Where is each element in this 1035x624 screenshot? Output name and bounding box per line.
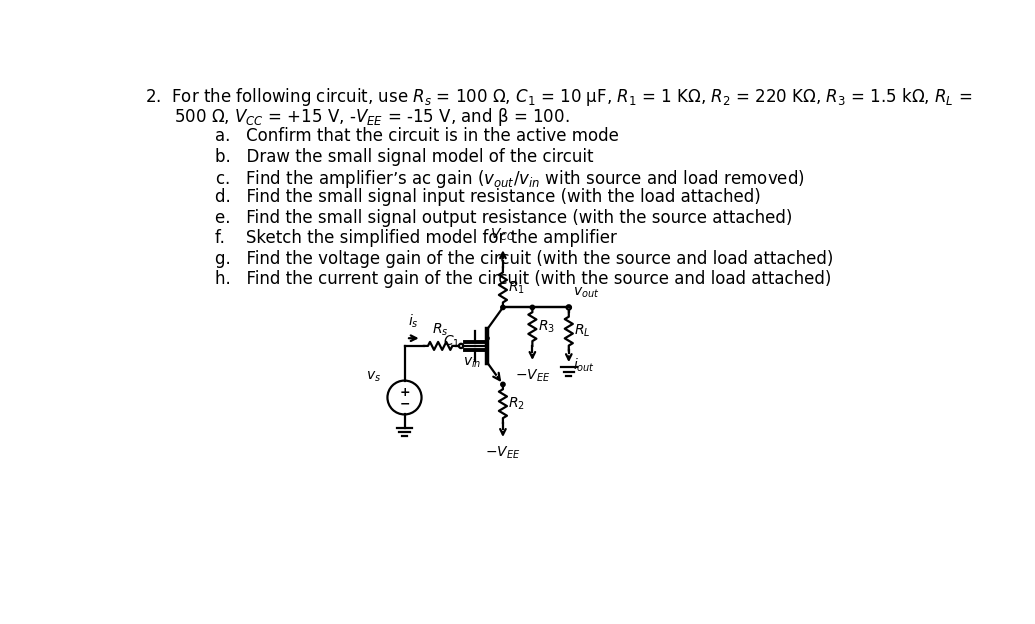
Text: a.   Confirm that the circuit is in the active mode: a. Confirm that the circuit is in the ac…	[214, 127, 619, 145]
Text: $v_{out}$: $v_{out}$	[573, 285, 600, 300]
Text: b.   Draw the small signal model of the circuit: b. Draw the small signal model of the ci…	[214, 148, 593, 165]
Text: $v_s$: $v_s$	[366, 369, 381, 384]
Text: d.   Find the small signal input resistance (with the load attached): d. Find the small signal input resistanc…	[214, 188, 761, 207]
Text: c.   Find the amplifier’s ac gain ($v_{out}$/$v_{in}$ with source and load remov: c. Find the amplifier’s ac gain ($v_{out…	[214, 168, 804, 190]
Text: f.    Sketch the simplified model for the amplifier: f. Sketch the simplified model for the a…	[214, 229, 617, 247]
Circle shape	[501, 383, 505, 387]
Text: g.   Find the voltage gain of the circuit (with the source and load attached): g. Find the voltage gain of the circuit …	[214, 250, 833, 268]
Text: $R_3$: $R_3$	[538, 318, 555, 335]
Text: 2.  For the following circuit, use $R_s$ = 100 Ω, $C_1$ = 10 μF, $R_1$ = 1 KΩ, $: 2. For the following circuit, use $R_s$ …	[145, 85, 972, 108]
Text: $-V_{EE}$: $-V_{EE}$	[514, 368, 550, 384]
Circle shape	[485, 336, 490, 340]
Text: $v_{in}$: $v_{in}$	[463, 356, 481, 370]
Text: $i_{out}$: $i_{out}$	[573, 356, 595, 374]
Text: e.   Find the small signal output resistance (with the source attached): e. Find the small signal output resistan…	[214, 209, 792, 227]
Text: $i_s$: $i_s$	[408, 313, 418, 329]
Text: $R_1$: $R_1$	[508, 279, 525, 296]
Text: $-V_{EE}$: $-V_{EE}$	[485, 444, 521, 461]
Text: $R_2$: $R_2$	[508, 396, 525, 412]
Text: −: −	[400, 397, 410, 410]
Text: $R_L$: $R_L$	[574, 323, 591, 339]
Text: $V_{CC}$: $V_{CC}$	[491, 227, 515, 243]
Circle shape	[530, 305, 534, 310]
Text: +: +	[400, 386, 410, 399]
Circle shape	[501, 305, 505, 310]
Text: h.   Find the current gain of the circuit (with the source and load attached): h. Find the current gain of the circuit …	[214, 270, 831, 288]
Text: $R_s$: $R_s$	[432, 322, 448, 338]
Text: 500 Ω, $V_{CC}$ = +15 V, -$V_{EE}$ = -15 V, and β = 100.: 500 Ω, $V_{CC}$ = +15 V, -$V_{EE}$ = -15…	[174, 107, 569, 129]
Text: $C_1$: $C_1$	[443, 334, 460, 350]
